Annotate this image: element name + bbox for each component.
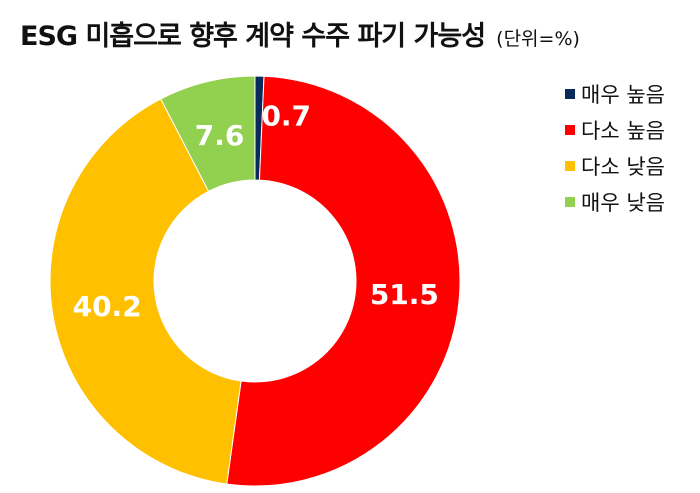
- legend-swatch: [565, 161, 575, 171]
- data-label-3: 40.2: [73, 290, 142, 323]
- donut-slices: [49, 75, 461, 487]
- legend-item-2: 다소 높음: [565, 112, 665, 148]
- data-label-2: 51.5: [370, 278, 439, 311]
- legend-swatch: [565, 197, 575, 207]
- legend-item-4: 매우 낮음: [565, 184, 665, 220]
- legend-swatch: [565, 125, 575, 135]
- data-label-4: 7.6: [195, 119, 245, 152]
- chart-title: ESG 미흡으로 향후 계약 수주 파기 가능성 (단위=%): [20, 14, 580, 53]
- legend-label: 다소 낮음: [581, 155, 665, 179]
- legend-swatch: [565, 89, 575, 99]
- legend-label: 매우 높음: [581, 83, 665, 107]
- slice-4: [160, 75, 256, 192]
- legend-label: 다소 높음: [581, 119, 665, 143]
- slice-2: [226, 75, 461, 487]
- legend-label: 매우 낮음: [581, 191, 665, 215]
- data-label-1: 0.7: [261, 100, 311, 133]
- legend-item-1: 매우 높음: [565, 76, 665, 112]
- chart-title-main: ESG 미흡으로 향후 계약 수주 파기 가능성: [20, 21, 486, 52]
- legend-item-3: 다소 낮음: [565, 148, 665, 184]
- slice-3: [49, 98, 242, 485]
- data-labels: 0.7 51.5 40.2 7.6: [73, 100, 439, 323]
- chart-unit-label: (단위=%): [496, 28, 580, 50]
